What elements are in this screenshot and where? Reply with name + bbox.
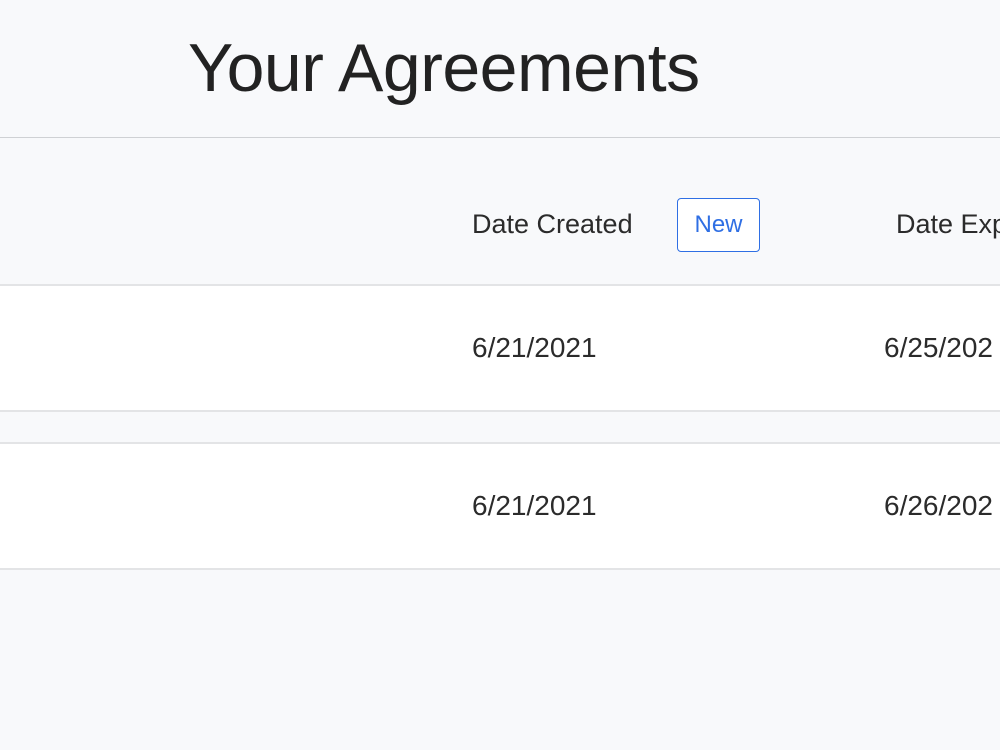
page-title: Your Agreements xyxy=(188,30,700,106)
divider xyxy=(0,137,1000,138)
table-header: Date Created New Date Exp xyxy=(0,138,1000,286)
new-agreement-button[interactable]: New xyxy=(677,198,760,252)
date-created-cell: 6/21/2021 xyxy=(472,332,597,363)
date-expires-cell: 6/26/202 xyxy=(884,490,993,521)
table-row[interactable]: 6/21/2021 6/25/202 xyxy=(0,286,1000,412)
column-header-date-expires[interactable]: Date Exp xyxy=(896,209,1000,239)
table-row[interactable]: 6/21/2021 6/26/202 xyxy=(0,442,1000,570)
column-header-date-created[interactable]: Date Created xyxy=(472,209,633,239)
date-created-cell: 6/21/2021 xyxy=(472,490,597,521)
date-expires-cell: 6/25/202 xyxy=(884,332,993,363)
